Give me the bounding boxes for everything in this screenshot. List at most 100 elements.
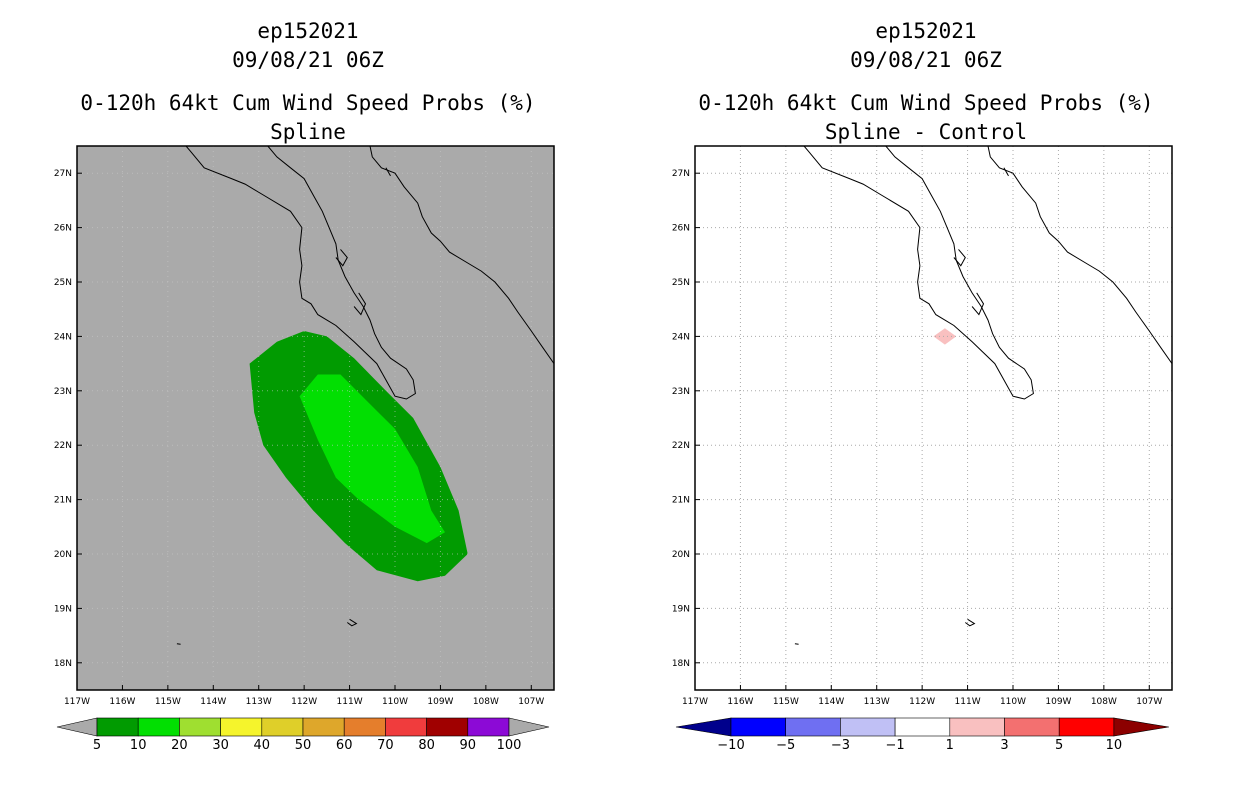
colorbar-label: 3: [1000, 738, 1008, 753]
y-tick-label: 21N: [672, 496, 690, 506]
colorbar-swatch: [840, 717, 896, 737]
x-tick-label: 109W: [1045, 697, 1071, 707]
map-frame: [694, 145, 1173, 691]
coastline-mainland: [987, 146, 1172, 364]
coastline-peninsula: [185, 146, 416, 400]
colorbar-label: 50: [295, 738, 312, 753]
colorbar-swatch: [1058, 717, 1115, 737]
y-tick-label: 22N: [54, 441, 72, 451]
y-tick-label: 25N: [54, 278, 72, 288]
y-tick-label: 27N: [54, 169, 72, 179]
colorbar-label: 90: [460, 738, 477, 753]
colorbar-label: 5: [1055, 738, 1063, 753]
colorbar-left-end: [56, 717, 98, 737]
map-frame: [76, 145, 555, 691]
colorbar-label: −5: [776, 738, 795, 753]
island-outline: [953, 249, 966, 267]
island-outline: [353, 292, 367, 316]
y-tick-label: 18N: [672, 659, 690, 669]
colorbar-swatch: [1004, 717, 1060, 737]
x-tick-label: 109W: [427, 697, 453, 707]
x-tick-label: 116W: [727, 697, 753, 707]
x-tick-label: 110W: [1000, 697, 1026, 707]
colorbar-swatch: [730, 717, 787, 737]
x-tick-label: 114W: [200, 697, 226, 707]
x-tick-label: 117W: [64, 697, 90, 707]
y-tick-label: 20N: [54, 550, 72, 560]
colorbar-label: −10: [717, 738, 744, 753]
y-tick-label: 18N: [54, 659, 72, 669]
y-tick-label: 24N: [672, 332, 690, 342]
x-tick-label: 108W: [1091, 697, 1117, 707]
colorbar-label: 5: [93, 738, 101, 753]
y-tick-label: 26N: [672, 224, 690, 234]
coastline-mainland: [369, 146, 554, 364]
x-tick-label: 108W: [473, 697, 499, 707]
colorbar-left-end: [675, 717, 732, 737]
x-tick-label: 116W: [109, 697, 135, 707]
y-tick-label: 21N: [54, 496, 72, 506]
colorbar-swatch: [96, 717, 139, 737]
colorbar-swatch: [426, 717, 469, 737]
colorbar-label: −1: [886, 738, 905, 753]
colorbar-label: 100: [497, 738, 522, 753]
colorbar-label: 70: [377, 738, 394, 753]
colorbar-right-end: [508, 717, 550, 737]
colorbar-label: 10: [130, 738, 147, 753]
x-tick-label: 113W: [246, 697, 272, 707]
x-tick-label: 107W: [518, 697, 544, 707]
left-map-panel: 117W 116W 115W 114W 113W 112W 111W 110W 109W 108W…: [54, 145, 555, 753]
y-tick-label: 23N: [672, 387, 690, 397]
colorbar-label: 40: [254, 738, 271, 753]
island-outline: [794, 643, 799, 645]
right-storm-id: ep152021: [875, 19, 976, 43]
x-tick-label: 112W: [291, 697, 317, 707]
map-content: [77, 146, 554, 690]
colorbar-swatch: [949, 717, 1005, 737]
x-tick-label: 115W: [155, 697, 181, 707]
left-datetime: 09/08/21 06Z: [232, 48, 384, 72]
x-tick-label: 117W: [682, 697, 708, 707]
island-outline: [971, 292, 985, 316]
y-tick-label: 27N: [672, 169, 690, 179]
x-tick-label: 111W: [955, 697, 981, 707]
colorbar-swatch: [785, 717, 841, 737]
y-tick-label: 24N: [54, 332, 72, 342]
x-tick-label: 113W: [864, 697, 890, 707]
colorbar-swatch: [385, 717, 427, 737]
colorbar-label: 60: [336, 738, 353, 753]
right-title: 0-120h 64kt Cum Wind Speed Probs (%): [698, 91, 1153, 115]
y-tick-label: 19N: [54, 604, 72, 614]
island-outline: [176, 643, 181, 645]
y-tick-label: 26N: [54, 224, 72, 234]
x-tick-label: 110W: [382, 697, 408, 707]
colorbar-swatch: [894, 717, 951, 737]
island-outline: [1003, 167, 1009, 177]
x-tick-label: 115W: [773, 697, 799, 707]
y-tick-label: 23N: [54, 387, 72, 397]
right-map-panel: 117W 116W 115W 114W 113W 112W 111W 110W 109W 108W…: [672, 145, 1173, 753]
colorbar-swatch: [467, 717, 510, 737]
colorbar-label: 80: [418, 738, 435, 753]
y-tick-label: 25N: [672, 278, 690, 288]
colorbar-swatch: [220, 717, 263, 737]
right-datetime: 09/08/21 06Z: [850, 48, 1002, 72]
contour-1-3: [933, 328, 957, 345]
colorbar-right-end: [1113, 717, 1169, 737]
colorbar-label: 20: [171, 738, 188, 753]
map-content: [695, 146, 1172, 690]
left-title: 0-120h 64kt Cum Wind Speed Probs (%): [80, 91, 535, 115]
colorbar-swatch: [261, 717, 304, 737]
right-subtitle: Spline - Control: [825, 120, 1027, 144]
colorbar-swatch: [137, 717, 180, 737]
left-subtitle: Spline: [270, 120, 346, 144]
island-outline: [385, 167, 391, 177]
x-tick-label: 114W: [818, 697, 844, 707]
colorbar-swatch: [343, 717, 386, 737]
y-tick-label: 20N: [672, 550, 690, 560]
map-background: [695, 146, 1172, 690]
y-tick-label: 22N: [672, 441, 690, 451]
colorbar-swatch: [179, 717, 221, 737]
colorbar-label: 30: [212, 738, 229, 753]
